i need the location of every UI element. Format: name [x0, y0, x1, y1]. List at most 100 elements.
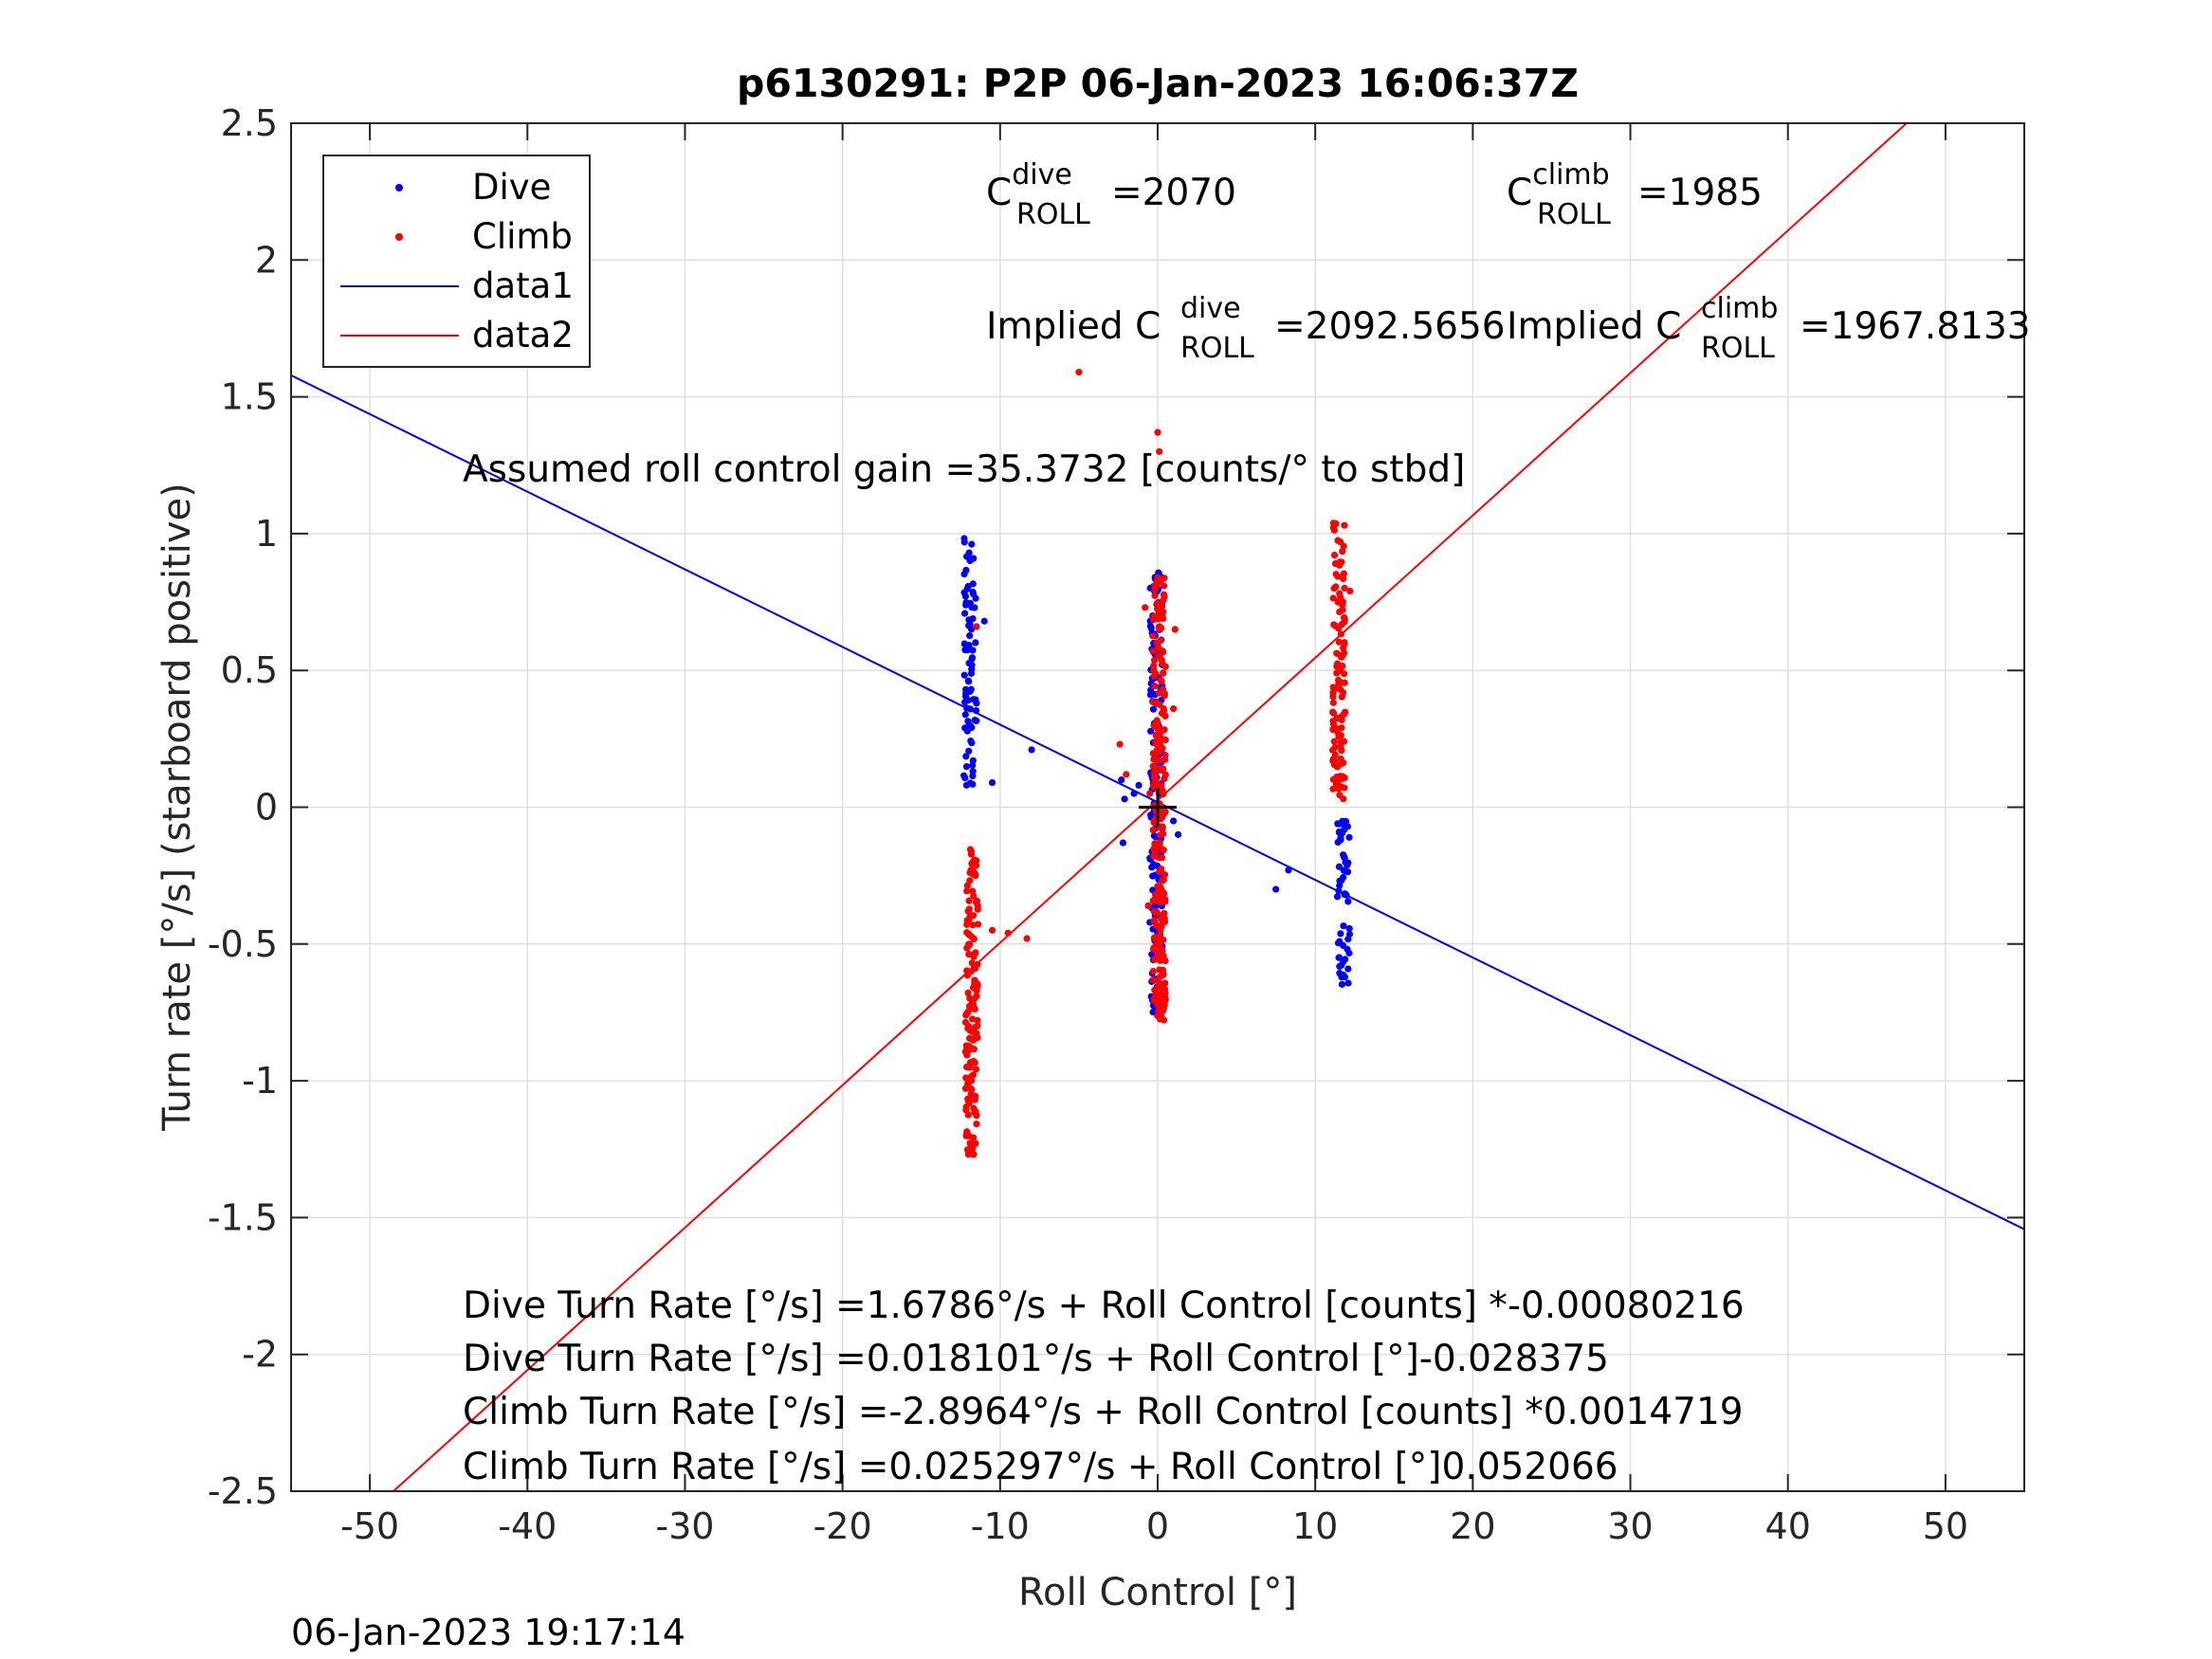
climb-point — [1338, 558, 1345, 566]
dive-point — [970, 555, 978, 562]
climb-point — [1151, 683, 1159, 690]
climb-point — [1123, 771, 1130, 778]
climb-point — [1149, 750, 1157, 757]
climb-point — [1156, 447, 1163, 455]
climb-point — [969, 859, 977, 866]
climb-point — [1338, 724, 1345, 732]
climb-point — [968, 1147, 976, 1155]
x-tick-label: 10 — [1292, 1505, 1338, 1547]
dive-point — [1340, 957, 1347, 966]
implied-dive-value: =2092.5656 — [1274, 305, 1506, 348]
climb-point — [1170, 705, 1178, 713]
dive-point — [965, 747, 973, 755]
climb-point — [1336, 714, 1344, 721]
climb-point — [963, 944, 971, 952]
dive-point — [968, 654, 977, 662]
climb-point — [1340, 542, 1347, 550]
climb-point — [1156, 576, 1163, 584]
climb-point — [1155, 1007, 1163, 1014]
climb-point — [963, 1045, 971, 1052]
ticks — [291, 122, 2024, 1492]
climb-point — [966, 913, 974, 921]
x-tick-label: 30 — [1607, 1505, 1653, 1547]
dive-point — [1135, 781, 1143, 790]
dive-point — [1334, 820, 1342, 828]
dive-point — [961, 692, 970, 701]
climb-point — [1337, 755, 1344, 763]
climb-point — [1329, 684, 1337, 691]
climb-point — [973, 623, 980, 630]
climb-point — [1152, 991, 1160, 998]
climb-point — [966, 1064, 974, 1071]
plot-content — [291, 123, 2024, 1491]
climb-point — [1144, 902, 1152, 909]
climb-point — [1161, 979, 1169, 987]
dive-point — [962, 599, 970, 607]
climb-point — [970, 1046, 978, 1053]
climb-point — [969, 951, 978, 958]
climb-point — [1161, 736, 1169, 744]
c-roll-climb-annotation: Cclimb ROLL =1985 — [1507, 158, 1763, 231]
c-roll-climb-sup: climb — [1532, 158, 1609, 191]
climb-point — [966, 877, 974, 884]
c-roll-climb-value: =1985 — [1637, 172, 1763, 214]
dive-point — [973, 700, 980, 707]
dive-point — [968, 603, 976, 611]
climb-point — [1156, 891, 1163, 899]
climb-point — [1154, 613, 1161, 621]
y-tick-label: 0.5 — [221, 649, 278, 691]
climb-point — [1160, 988, 1167, 995]
tick-labels: -50 -40 -30 -20 -10 0 10 20 30 40 50-2.5-2-1.5-1-0… — [208, 102, 1968, 1547]
climb-point — [1153, 953, 1161, 960]
climb-point — [1149, 647, 1157, 655]
dive-point — [965, 678, 973, 685]
climb-point — [974, 980, 981, 988]
dive-point — [1344, 823, 1351, 830]
dive-point — [1149, 705, 1158, 713]
dive-point — [968, 738, 976, 747]
climb-point — [1004, 929, 1012, 937]
climb-point — [966, 1027, 974, 1034]
climb-point — [1155, 644, 1162, 651]
dive-point — [1335, 887, 1343, 895]
climb-point — [1331, 559, 1340, 568]
climb-point — [967, 850, 976, 858]
climb-point — [1328, 746, 1337, 754]
climb-point — [974, 905, 981, 913]
implied-climb-sup: climb — [1701, 292, 1778, 325]
dive-point — [1340, 851, 1347, 859]
x-tick-label: 0 — [1146, 1505, 1169, 1547]
climb-point — [1329, 523, 1337, 531]
climb-point — [963, 929, 971, 937]
dive-point — [1344, 898, 1352, 905]
c-roll-dive-sup: dive — [1012, 158, 1072, 191]
climb-point — [971, 870, 979, 878]
dive-point — [961, 724, 969, 732]
climb-point — [967, 1035, 975, 1043]
climb-point — [973, 897, 981, 905]
climb-point — [1116, 740, 1124, 748]
dive-point — [1119, 839, 1127, 847]
y-tick-label: -1.5 — [208, 1196, 278, 1238]
climb-point — [1157, 867, 1164, 876]
center-mark — [1139, 788, 1177, 827]
climb-point — [1160, 847, 1167, 854]
climb-point — [1171, 626, 1179, 633]
dive-point — [1149, 872, 1157, 880]
climb-point — [1156, 728, 1163, 736]
dive-point — [1342, 817, 1350, 826]
climb-point — [1153, 922, 1161, 930]
climb-point — [1150, 656, 1159, 664]
dive-point — [969, 614, 977, 623]
climb-point — [965, 897, 973, 904]
climb-point — [1157, 637, 1164, 645]
implied-dive-sup: dive — [1180, 292, 1241, 325]
climb-point — [970, 935, 978, 943]
climb-point — [1339, 774, 1346, 781]
dive-point — [1028, 746, 1035, 754]
dive-point — [1335, 863, 1344, 870]
climb-point — [1142, 604, 1149, 611]
climb-point — [1329, 594, 1337, 602]
climb-point — [963, 1130, 971, 1138]
